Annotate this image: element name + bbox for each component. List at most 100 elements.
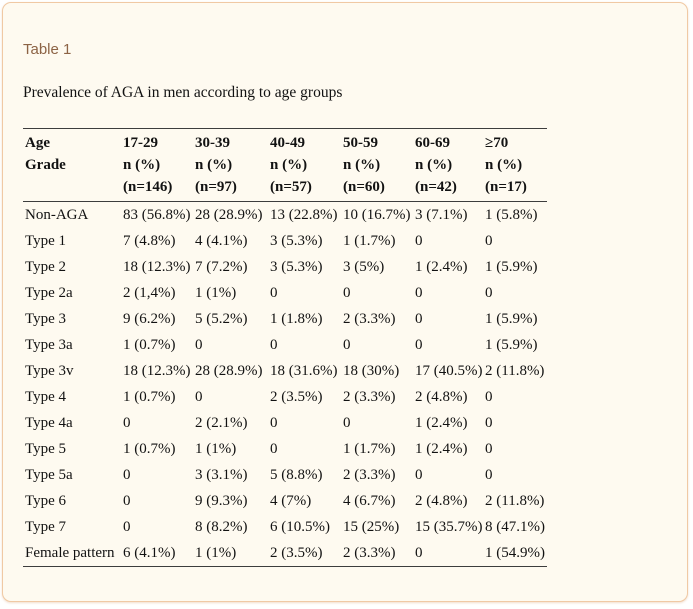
table-cell: 0 [415,336,423,353]
table-cell: 1 (5.9%) [485,336,538,353]
table-cell: 0 [270,284,278,301]
header-line: n (%) [485,157,523,173]
row-label: Type 7 [25,518,67,535]
column-header-70plus: ≥70 n (%) (n=17) [483,128,547,202]
table-cell: 2 (3.3%) [343,388,396,405]
header-line: Grade [25,157,66,173]
table-row: Female pattern 6 (4.1%) 1 (1%) 2 (3.5%) 2 (3… [23,540,547,567]
table-caption: Prevalence of AGA in men according to ag… [23,84,343,101]
table-cell: 0 [195,336,203,353]
table-cell: 0 [415,284,423,301]
table-cell: 2 (4.8%) [415,388,468,405]
header-line: 60-69 [415,135,450,151]
row-label: Type 5a [25,466,73,483]
table-row: Type 2 18 (12.3%) 7 (7.2%) 3 (5.3%) 3 (5%) 1 … [23,254,547,280]
table-cell: 2 (11.8%) [485,362,545,379]
table-row: Type 6 0 9 (9.3%) 4 (7%) 4 (6.7%) 2 (4.8%) 2 (… [23,488,547,514]
table-cell: 3 (7.1%) [415,206,468,223]
table-cell: 0 [485,440,493,457]
header-line: (n=42) [415,179,457,195]
table-cell: 1 (2.4%) [415,258,468,275]
table-cell: 2 (3.5%) [270,388,323,405]
table-cell: 1 (0.7%) [123,440,176,457]
table-row: Type 5 1 (0.7%) 1 (1%) 0 1 (1.7%) 1 (2.4%) 0 [23,436,547,462]
table-cell: 1 (1%) [195,440,237,457]
header-line: (n=57) [270,179,312,195]
table-row: Type 7 0 8 (8.2%) 6 (10.5%) 15 (25%) 15 (35.7… [23,514,547,540]
table-row: Type 1 7 (4.8%) 4 (4.1%) 3 (5.3%) 1 (1.7%) 0 0 [23,228,547,254]
header-line: Age [25,135,50,151]
table-cell: 6 (4.1%) [123,544,176,561]
table-cell: 0 [270,414,278,431]
table-cell: 3 (5%) [343,258,385,275]
header-line: 30-39 [195,135,230,151]
row-label: Type 4a [25,414,73,431]
header-line: n (%) [343,157,381,173]
table-row: Type 2a 2 (1,4%) 1 (1%) 0 0 0 0 [23,280,547,306]
row-label: Type 3 [25,310,67,327]
column-header-17-29: 17-29 n (%) (n=146) [121,128,193,202]
table-cell: 1 (1.7%) [343,440,396,457]
table-cell: 83 (56.8%) [123,206,191,223]
table-cell: 1 (2.4%) [415,440,468,457]
table-cell: 0 [415,310,423,327]
aga-prevalence-table: Age Grade 17-29 n (%) (n=146) 30-39 n (%… [23,128,547,567]
header-line: ≥70 [485,135,509,151]
header-line: 17-29 [123,135,158,151]
table-cell: 0 [485,466,493,483]
table-cell: 1 (54.9%) [485,544,545,561]
table-cell: 0 [485,232,493,249]
column-header-50-59: 50-59 n (%) (n=60) [341,128,413,202]
table-cell: 0 [123,414,131,431]
table-cell: 2 (3.3%) [343,466,396,483]
table-cell: 1 (1%) [195,544,237,561]
table-cell: 1 (2.4%) [415,414,468,431]
row-label: Type 2a [25,284,73,301]
table-cell: 0 [123,518,131,535]
table-cell: 28 (28.9%) [195,362,263,379]
header-line: n (%) [195,157,233,173]
table-cell: 2 (3.3%) [343,310,396,327]
table-cell: 3 (5.3%) [270,258,323,275]
header-line: n (%) [123,157,161,173]
header-line: (n=17) [485,179,527,195]
table-cell: 0 [415,232,423,249]
row-label: Type 6 [25,492,67,509]
table-cell: 7 (4.8%) [123,232,176,249]
table-section: Table 1 Prevalence of AGA in men accordi… [3,3,687,567]
table-cell: 2 (4.8%) [415,492,468,509]
table-cell: 0 [270,336,278,353]
table-cell: 2 (2.1%) [195,414,248,431]
table-cell: 0 [485,388,493,405]
table-cell: 17 (40.5%) [415,362,483,379]
table-cell: 15 (35.7%) [415,518,483,535]
table-cell: 1 (5.8%) [485,206,538,223]
table-cell: 13 (22.8%) [270,206,338,223]
table-cell: 1 (0.7%) [123,336,176,353]
table-cell: 1 (5.9%) [485,258,538,275]
table-cell: 4 (6.7%) [343,492,396,509]
header-line: 40-49 [270,135,305,151]
header-line: (n=97) [195,179,237,195]
table-row: Type 3v 18 (12.3%) 28 (28.9%) 18 (31.6%) 18 … [23,358,547,384]
table-row: Type 5a 0 3 (3.1%) 5 (8.8%) 2 (3.3%) 0 0 [23,462,547,488]
table-cell: 18 (31.6%) [270,362,338,379]
header-line: (n=146) [123,179,173,195]
table-cell: 0 [415,544,423,561]
header-line: n (%) [415,157,453,173]
table-label: Table 1 [23,41,72,58]
table-cell: 0 [415,466,423,483]
table-cell: 0 [270,440,278,457]
table-cell: 7 (7.2%) [195,258,248,275]
table-cell: 0 [485,414,493,431]
header-line: n (%) [270,157,308,173]
row-label: Type 5 [25,440,67,457]
table-cell: 2 (11.8%) [485,492,545,509]
table-row: Type 4 1 (0.7%) 0 2 (3.5%) 2 (3.3%) 2 (4.8%) 0 [23,384,547,410]
table-row: Non-AGA 83 (56.8%) 28 (28.9%) 13 (22.8%) 10 … [23,202,547,229]
article-table-card: Table 1 Prevalence of AGA in men accordi… [2,2,688,602]
column-header-30-39: 30-39 n (%) (n=97) [193,128,268,202]
table-cell: 6 (10.5%) [270,518,330,535]
column-header-grade: Age Grade [23,128,121,202]
table-cell: 1 (0.7%) [123,388,176,405]
